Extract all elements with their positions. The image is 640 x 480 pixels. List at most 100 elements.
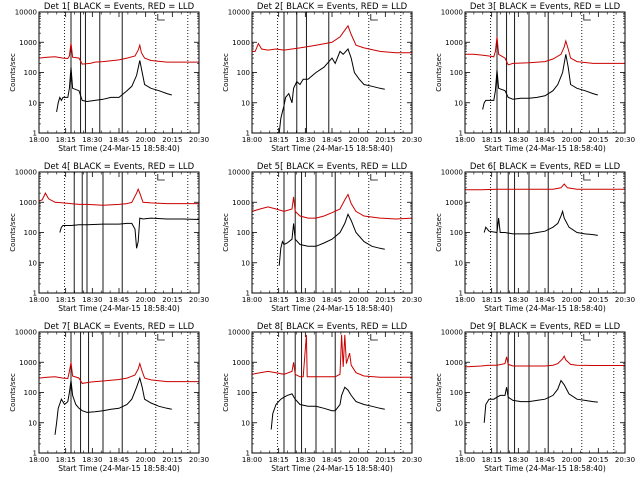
panel-title: Det 2[ BLACK = Events, RED = LLD [257, 2, 408, 12]
x-tick-label: 18:00 [242, 456, 262, 464]
x-axis-label: Start Time (24-Mar-15 18:58:40) [484, 304, 606, 313]
x-tick-label: 18:15 [482, 456, 502, 464]
y-tick-label: 1 [33, 130, 37, 138]
y-axis-label: Counts/sec [222, 373, 230, 412]
y-tick-label: 1 [459, 450, 463, 458]
x-tick-label: 20:15 [588, 296, 608, 304]
x-tick-label: 20:15 [162, 296, 182, 304]
x-tick-label: 18:00 [242, 296, 262, 304]
x-tick-label: 20:30 [402, 136, 422, 144]
corner-marker-icon [157, 174, 165, 181]
y-axis-label: Counts/sec [222, 53, 230, 92]
x-tick-label: 20:15 [162, 136, 182, 144]
x-tick-label: 18:45 [109, 456, 129, 464]
x-tick-label: 18:45 [322, 136, 342, 144]
y-tick-label: 10 [454, 99, 463, 107]
plot-frame [464, 331, 626, 454]
x-tick-label: 20:15 [375, 456, 395, 464]
y-tick-label: 1 [459, 130, 463, 138]
events-series-line [56, 60, 172, 112]
events-series-line [482, 54, 598, 110]
detector-panel-6: Det 6[ BLACK = Events, RED = LLD 1 10 100 10… [435, 162, 635, 313]
x-tick-label: 20:30 [402, 296, 422, 304]
x-tick-label: 18:00 [455, 136, 475, 144]
panel-title: Det 7[ BLACK = Events, RED = LLD [44, 322, 195, 332]
detector-panel-2: Det 2[ BLACK = Events, RED = LLD 1 10 100 10… [222, 2, 422, 153]
x-tick-label: 18:00 [455, 456, 475, 464]
y-tick-label: 10 [241, 99, 250, 107]
events-series-line [278, 48, 385, 134]
x-tick-label: 20:30 [189, 136, 209, 144]
detector-panel-5: Det 5[ BLACK = Events, RED = LLD 1 10 100 10… [222, 162, 422, 313]
y-tick-label: 100 [237, 229, 250, 237]
corner-marker-icon [370, 334, 378, 341]
x-tick-label: 20:30 [615, 456, 635, 464]
y-tick-label: 1 [33, 290, 37, 298]
x-tick-label: 18:15 [482, 296, 502, 304]
x-tick-label: 20:00 [562, 296, 582, 304]
x-tick-label: 18:45 [109, 136, 129, 144]
events-series-line [270, 386, 385, 430]
plot-frame [251, 11, 413, 134]
x-tick-label: 18:15 [56, 456, 76, 464]
y-tick-label: 1000 [445, 359, 463, 367]
x-tick-label: 18:45 [322, 456, 342, 464]
y-tick-label: 1000 [232, 39, 250, 47]
plot-frame [38, 331, 200, 454]
y-tick-label: 100 [450, 229, 463, 237]
x-tick-label: 20:30 [615, 296, 635, 304]
x-tick-label: 18:30 [508, 136, 528, 144]
x-axis-label: Start Time (24-Mar-15 18:58:40) [271, 464, 393, 473]
plot-frame [464, 11, 626, 134]
lld-series-line [465, 36, 625, 66]
x-tick-label: 18:45 [322, 296, 342, 304]
y-axis-label: Counts/sec [435, 53, 443, 92]
lld-series-line [252, 24, 412, 54]
y-tick-label: 1 [33, 450, 37, 458]
corner-marker-icon [370, 174, 378, 181]
plot-frame [251, 171, 413, 294]
y-tick-label: 10000 [228, 9, 250, 17]
y-tick-label: 10000 [15, 169, 37, 177]
x-tick-label: 18:30 [82, 296, 102, 304]
panel-title: Det 9[ BLACK = Events, RED = LLD [470, 322, 621, 332]
y-axis-label: Counts/sec [435, 213, 443, 252]
corner-marker-icon [157, 334, 165, 341]
y-tick-label: 100 [24, 389, 37, 397]
corner-marker-icon [583, 334, 591, 341]
detector-panel-1: Det 1[ BLACK = Events, RED = LLD 1 10 100 10… [9, 2, 209, 153]
y-tick-label: 10 [454, 259, 463, 267]
y-tick-label: 10 [28, 259, 37, 267]
y-tick-label: 10000 [228, 329, 250, 337]
corner-marker-icon [370, 14, 378, 21]
detector-panel-4: Det 4[ BLACK = Events, RED = LLD 1 10 100 10… [9, 162, 209, 313]
x-tick-label: 20:00 [349, 136, 369, 144]
x-axis-label: Start Time (24-Mar-15 18:58:40) [271, 144, 393, 153]
x-tick-label: 18:15 [269, 456, 289, 464]
x-tick-label: 20:00 [562, 456, 582, 464]
y-tick-label: 10 [241, 259, 250, 267]
y-tick-label: 1000 [232, 359, 250, 367]
y-tick-label: 1000 [19, 199, 37, 207]
plot-frame [251, 331, 413, 454]
panel-title: Det 5[ BLACK = Events, RED = LLD [257, 162, 408, 172]
corner-marker-icon [583, 174, 591, 181]
panel-title: Det 1[ BLACK = Events, RED = LLD [44, 2, 195, 12]
x-tick-label: 18:45 [109, 296, 129, 304]
x-tick-label: 18:45 [535, 456, 555, 464]
y-tick-label: 10 [241, 419, 250, 427]
y-tick-label: 1000 [445, 199, 463, 207]
x-axis-label: Start Time (24-Mar-15 18:58:40) [484, 144, 606, 153]
x-tick-label: 18:30 [508, 456, 528, 464]
y-tick-label: 1 [459, 290, 463, 298]
x-axis-label: Start Time (24-Mar-15 18:58:40) [484, 464, 606, 473]
x-tick-label: 18:15 [56, 136, 76, 144]
y-tick-label: 10 [28, 99, 37, 107]
x-axis-label: Start Time (24-Mar-15 18:58:40) [58, 304, 180, 313]
y-tick-label: 1 [246, 130, 250, 138]
x-tick-label: 18:30 [295, 136, 315, 144]
events-series-line [483, 209, 598, 236]
x-tick-label: 18:00 [29, 136, 49, 144]
y-tick-label: 10000 [15, 9, 37, 17]
